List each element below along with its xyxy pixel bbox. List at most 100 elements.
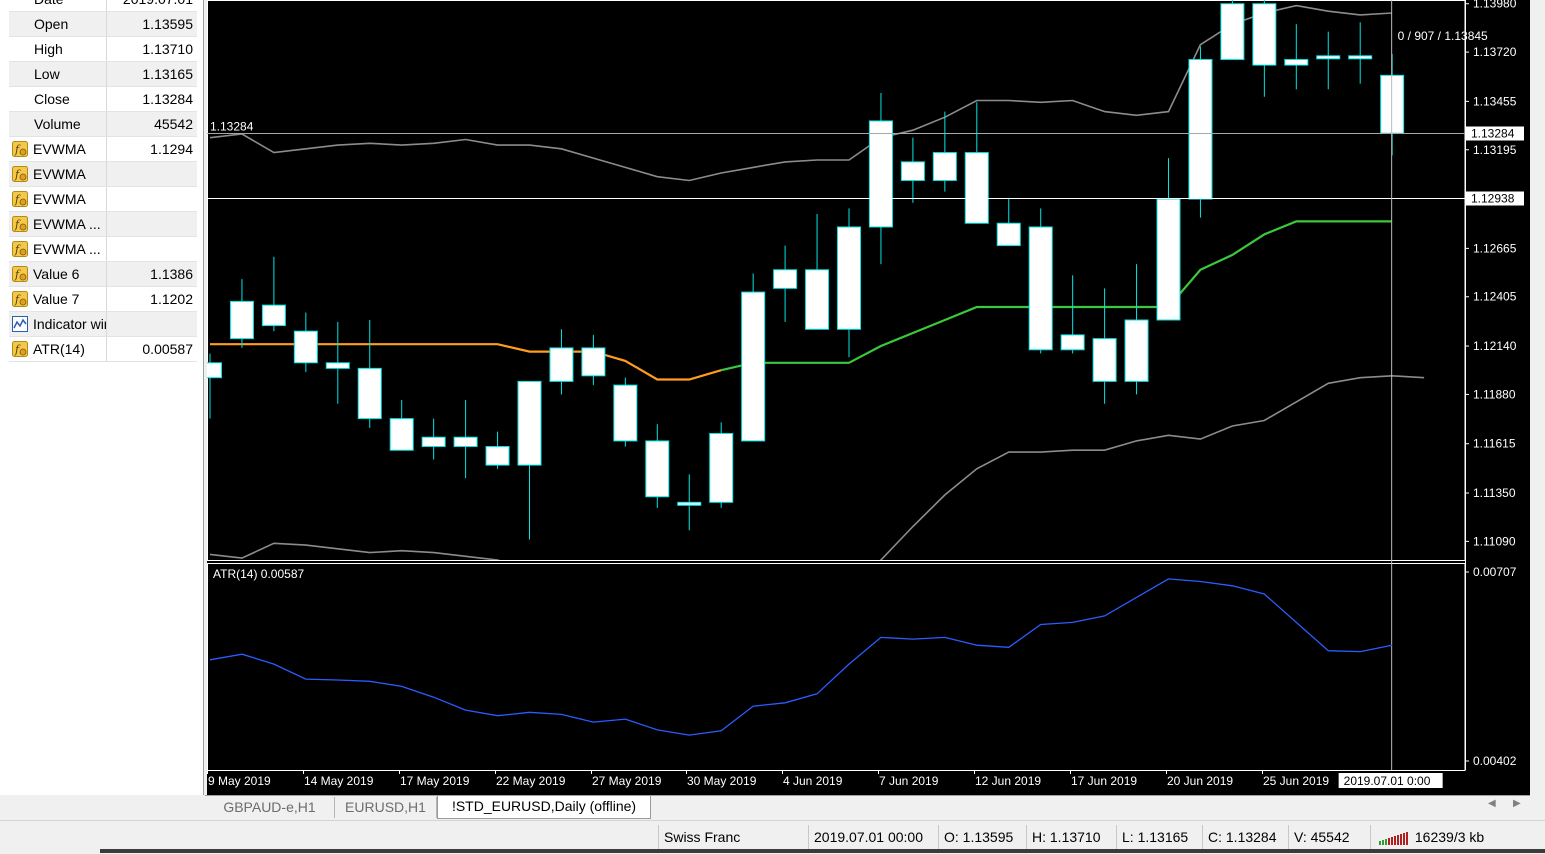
price-axis-label: 1.11880 bbox=[1473, 387, 1516, 401]
candle-body bbox=[1092, 338, 1117, 382]
candle-body bbox=[325, 362, 350, 369]
data-window-label: Indicator window 1 bbox=[9, 312, 107, 336]
data-window-label: EVWMA ... bbox=[9, 212, 107, 236]
crosshair-price-box bbox=[1466, 191, 1524, 206]
candle-body bbox=[709, 432, 734, 503]
data-window-row: f EVWMA ... bbox=[9, 237, 197, 262]
tab-scroll-right-icon[interactable]: ▶ bbox=[1513, 798, 1521, 809]
time-axis-label: 27 May 2019 bbox=[592, 774, 662, 788]
time-axis-label: 17 Jun 2019 bbox=[1071, 774, 1137, 788]
data-window-label: Low bbox=[9, 62, 107, 86]
status-profile[interactable]: Swiss Franc bbox=[658, 825, 808, 850]
window-bottom-border bbox=[100, 849, 1545, 853]
price-axis-label: 1.12665 bbox=[1473, 241, 1517, 255]
data-window-row: Low 1.13165 bbox=[9, 62, 197, 87]
price-axis-label: 1.12405 bbox=[1473, 290, 1517, 304]
data-window-row: f EVWMA ... bbox=[9, 212, 197, 237]
candle-body bbox=[645, 440, 670, 498]
tab-eurusd-h1[interactable]: EURUSD,H1 bbox=[335, 797, 437, 818]
candle-body bbox=[453, 436, 478, 448]
candle-body bbox=[261, 304, 286, 327]
data-window-value: 1.1294 bbox=[150, 141, 193, 157]
candle-body bbox=[293, 330, 318, 364]
candle-body bbox=[389, 418, 414, 451]
atr-plot-frame bbox=[207, 563, 1466, 771]
data-window-value: 1.13165 bbox=[142, 66, 193, 82]
data-window-value: 1.1202 bbox=[150, 291, 193, 307]
data-window-label: High bbox=[9, 37, 107, 61]
bid-price-box bbox=[1466, 126, 1524, 141]
candle-body bbox=[1316, 55, 1341, 60]
candle-body bbox=[357, 367, 382, 420]
evwma-up-line bbox=[720, 220, 1393, 372]
data-window-label: ATR(14) bbox=[9, 337, 107, 361]
svg-text:f: f bbox=[14, 168, 21, 181]
data-window: Date 2019.07.01 Open 1.13595 High 1.13710 Low 1… bbox=[0, 0, 204, 795]
price-axis-label: 1.11350 bbox=[1473, 486, 1516, 500]
chart-tabs: GBPAUD-e,H1 EURUSD,H1 !STD_EURUSD,Daily … bbox=[205, 795, 1530, 819]
connection-bars-icon bbox=[1379, 832, 1408, 846]
data-window-label: Date bbox=[9, 0, 107, 11]
price-axis-label: 1.13980 bbox=[1473, 0, 1517, 11]
main-plot-frame bbox=[207, 0, 1466, 561]
crosshair-info-label: 0 / 907 / 1.13845 bbox=[1398, 29, 1488, 43]
price-chart[interactable]: 1.13284 0 / 907 / 1.13845 1.13980 1.13720 1.… bbox=[207, 0, 1530, 795]
candle-body bbox=[581, 347, 606, 377]
data-window-value: 0.00587 bbox=[142, 341, 193, 357]
candle-body bbox=[964, 152, 989, 224]
data-window-row: f EVWMA bbox=[9, 162, 197, 187]
tab-gbpaud-h1[interactable]: GBPAUD-e,H1 bbox=[205, 797, 335, 818]
status-connection[interactable]: 16239/3 kb bbox=[1370, 825, 1530, 850]
candle-body bbox=[1188, 59, 1213, 200]
candle-body bbox=[900, 161, 925, 181]
tab-std-eurusd-daily[interactable]: !STD_EURUSD,Daily (offline) bbox=[437, 796, 651, 819]
data-window-label: Value 7 bbox=[9, 287, 107, 311]
candle-body bbox=[932, 152, 957, 181]
time-axis-label: 17 May 2019 bbox=[400, 774, 470, 788]
candle-body bbox=[677, 501, 702, 506]
bid-line-label: 1.13284 bbox=[210, 120, 254, 134]
status-bar: Swiss Franc 2019.07.01 00:00 O: 1.13595 … bbox=[0, 820, 1545, 854]
time-axis-label: 30 May 2019 bbox=[687, 774, 757, 788]
data-window-row: f Value 6 1.1386 bbox=[9, 262, 197, 287]
chart-canvas[interactable]: 1.13284 0 / 907 / 1.13845 1.13980 1.13720 1.… bbox=[207, 0, 1530, 795]
custom-indicator-icon: f bbox=[12, 216, 28, 232]
candle-body bbox=[1124, 319, 1149, 382]
data-window-label: Open bbox=[9, 12, 107, 36]
data-window-label: EVWMA bbox=[9, 162, 107, 186]
candle-body bbox=[1220, 3, 1245, 61]
status-volume: V: 45542 bbox=[1288, 825, 1370, 850]
status-datetime: 2019.07.01 00:00 bbox=[808, 825, 938, 850]
svg-text:f: f bbox=[14, 218, 21, 231]
bid-price-box-label: 1.13284 bbox=[1471, 127, 1515, 141]
price-axis-label: 1.13720 bbox=[1473, 45, 1517, 59]
candle-body bbox=[868, 120, 893, 228]
data-window-row: f EVWMA bbox=[9, 187, 197, 212]
candle-body bbox=[837, 226, 861, 330]
data-window-label: EVWMA bbox=[9, 137, 107, 161]
status-traffic: 16239/3 kb bbox=[1414, 829, 1485, 845]
data-window-row: f ATR(14) 0.00587 bbox=[9, 337, 197, 362]
time-axis-label: 25 Jun 2019 bbox=[1263, 774, 1329, 788]
candle-body bbox=[229, 300, 254, 340]
time-axis-label: 22 May 2019 bbox=[496, 774, 566, 788]
upper-band-line bbox=[209, 4, 1393, 182]
time-axis-label: 20 Jun 2019 bbox=[1167, 774, 1233, 788]
svg-text:f: f bbox=[14, 243, 21, 256]
candle-body bbox=[1348, 55, 1373, 60]
data-window-label: Value 6 bbox=[9, 262, 107, 286]
candle-body bbox=[1028, 226, 1053, 351]
candle-body bbox=[517, 380, 542, 466]
data-window-row: Close 1.13284 bbox=[9, 87, 197, 112]
data-window-row: Volume 45542 bbox=[9, 112, 197, 137]
price-axis-label: 1.11090 bbox=[1473, 534, 1516, 548]
candle-body bbox=[1252, 3, 1277, 66]
custom-indicator-icon: f bbox=[12, 191, 28, 207]
data-window-row: f EVWMA 1.1294 bbox=[9, 137, 197, 162]
tab-scroll-left-icon[interactable]: ◀ bbox=[1488, 798, 1496, 809]
data-window-value: 2019.07.01 bbox=[123, 0, 193, 11]
price-axis-label: 1.12140 bbox=[1473, 339, 1517, 353]
data-window-value: 1.13595 bbox=[142, 16, 193, 32]
data-window-value: 1.13710 bbox=[142, 41, 193, 57]
candle-body bbox=[805, 269, 830, 330]
